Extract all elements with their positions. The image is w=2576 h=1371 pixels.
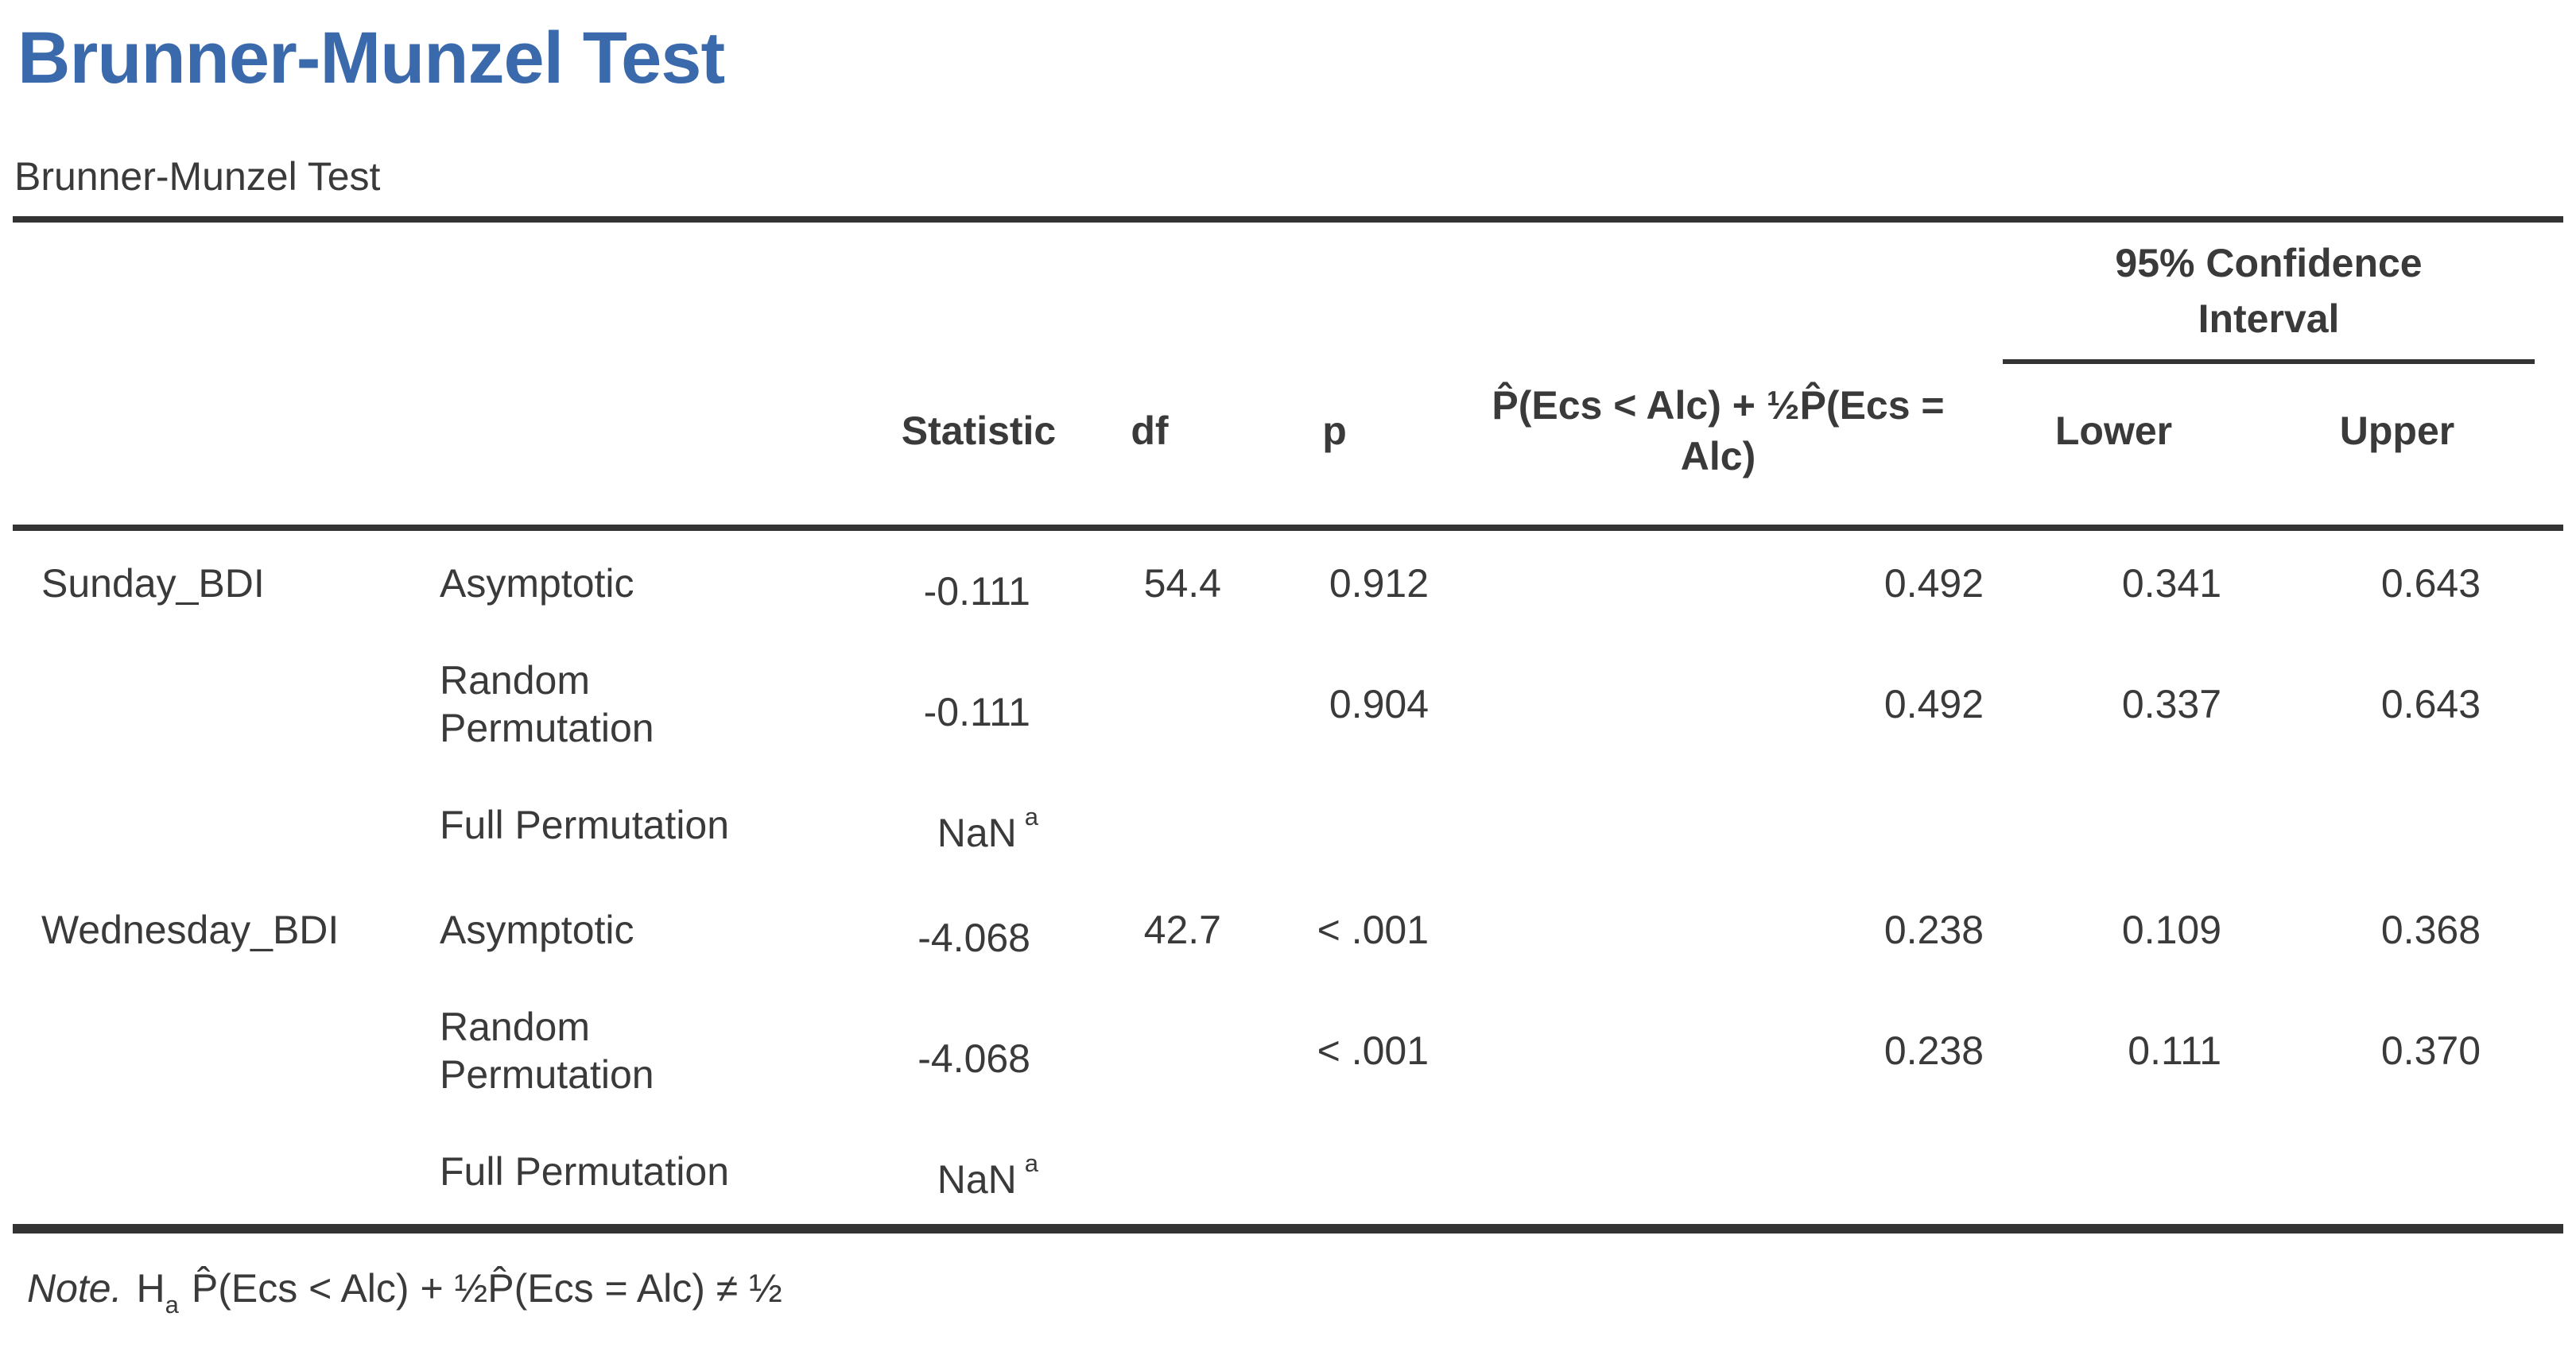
- table-footnote: aNumber of needed permutations too large…: [27, 1363, 2563, 1371]
- column-header-row: Statistic df p P̂(Ecs < Alc) + ½P̂(Ecs =…: [13, 364, 2563, 531]
- cell-p: [1229, 773, 1440, 877]
- cell-group: [13, 1119, 440, 1234]
- cell-statistic: -0.111: [923, 569, 1030, 614]
- cell-df: [1070, 1119, 1229, 1234]
- cell-phat: 0.492: [1884, 682, 1984, 726]
- cell-phat: [1440, 1119, 1996, 1234]
- note-hypothesis-symbol: H: [136, 1266, 165, 1311]
- footnote-marker: a: [1024, 1149, 1038, 1177]
- cell-group: Sunday_BDI: [41, 561, 265, 606]
- brunner-munzel-table: 95% Confidence Interval Statistic df p P…: [13, 216, 2563, 1234]
- cell-method: Asymptotic: [440, 908, 634, 952]
- cell-p: 0.904: [1329, 682, 1429, 726]
- cell-upper: 0.370: [2380, 1028, 2481, 1073]
- col-header-df: df: [1070, 364, 1229, 531]
- cell-group: [13, 636, 440, 773]
- col-header-method: [440, 364, 887, 531]
- cell-lower: 0.337: [2121, 682, 2221, 726]
- cell-group: [13, 773, 440, 877]
- cell-method: Random Permutation: [440, 1005, 654, 1097]
- table-row: Full Permutation NaN a: [13, 1119, 2563, 1234]
- note-label: Note.: [27, 1266, 122, 1311]
- table-caption: Brunner-Munzel Test: [14, 154, 381, 199]
- cell-lower: 0.109: [2121, 908, 2221, 952]
- note-hypothesis-subscript: a: [165, 1290, 179, 1319]
- table-note: Note. Ha P̂(Ecs < Alc) + ½P̂(Ecs = Alc) ≠ …: [27, 1264, 2563, 1330]
- cell-df: [1070, 636, 1229, 773]
- note-text: P̂(Ecs < Alc) + ½P̂(Ecs = Alc) ≠ ½: [191, 1266, 782, 1311]
- table-row: Sunday_BDI Asymptotic -0.111 54.4 0.912 …: [13, 528, 2563, 636]
- cell-phat: 0.492: [1884, 561, 1984, 606]
- cell-p: < .001: [1317, 908, 1429, 952]
- spanner-spacer: [13, 219, 1996, 364]
- col-header-lower: Lower: [1996, 364, 2231, 531]
- cell-lower: 0.341: [2121, 561, 2221, 606]
- cell-statistic: -0.111: [923, 690, 1030, 734]
- col-header-p: p: [1229, 364, 1440, 531]
- col-header-statistic: Statistic: [887, 364, 1070, 531]
- cell-df: [1070, 982, 1229, 1119]
- table-row: Wednesday_BDI Asymptotic -4.068 42.7 < .…: [13, 877, 2563, 982]
- cell-statistic: -4.068: [918, 916, 1030, 960]
- cell-p: 0.912: [1329, 561, 1429, 606]
- footnote-marker: a: [1024, 803, 1038, 831]
- cell-phat: [1440, 773, 1996, 877]
- cell-method: Full Permutation: [440, 1119, 887, 1234]
- cell-p: < .001: [1317, 1028, 1429, 1073]
- cell-group: Wednesday_BDI: [41, 908, 339, 952]
- cell-lower: 0.111: [2128, 1028, 2221, 1073]
- cell-upper: 0.643: [2380, 682, 2481, 726]
- ci-spanner-row: 95% Confidence Interval: [13, 219, 2563, 364]
- cell-lower: [1996, 1119, 2231, 1234]
- cell-method: Full Permutation: [440, 803, 730, 847]
- table-row: Full Permutation NaN a: [13, 773, 2563, 877]
- cell-df: 54.4: [1143, 561, 1221, 606]
- cell-upper: [2231, 773, 2563, 877]
- cell-upper: 0.368: [2380, 908, 2481, 952]
- cell-upper: [2231, 1119, 2563, 1234]
- col-header-group: [13, 364, 440, 531]
- cell-statistic: NaN a: [887, 1119, 1070, 1234]
- ci-spanner-cell: 95% Confidence Interval: [1996, 219, 2563, 364]
- cell-phat: 0.238: [1884, 908, 1984, 952]
- cell-statistic: NaN a: [937, 803, 1038, 855]
- page-title: Brunner-Munzel Test: [17, 17, 725, 99]
- cell-phat: 0.238: [1884, 1028, 1984, 1073]
- cell-p: [1229, 1119, 1440, 1234]
- table-row: Random Permutation -0.111 0.904 0.492 0.…: [13, 636, 2563, 773]
- table-row: Random Permutation -4.068 < .001 0.238 0…: [13, 982, 2563, 1119]
- cell-lower: [1996, 773, 2231, 877]
- cell-df: 42.7: [1143, 908, 1221, 952]
- ci-spanner-label: 95% Confidence Interval: [2003, 223, 2535, 364]
- cell-df: [1070, 773, 1229, 877]
- col-header-upper: Upper: [2231, 364, 2563, 531]
- cell-upper: 0.643: [2380, 561, 2481, 606]
- cell-method: Random Permutation: [440, 658, 654, 750]
- col-header-phat: P̂(Ecs < Alc) + ½P̂(Ecs = Alc): [1440, 364, 1996, 531]
- cell-statistic: -4.068: [918, 1036, 1030, 1081]
- cell-group: [13, 982, 440, 1119]
- cell-method: Asymptotic: [440, 561, 634, 606]
